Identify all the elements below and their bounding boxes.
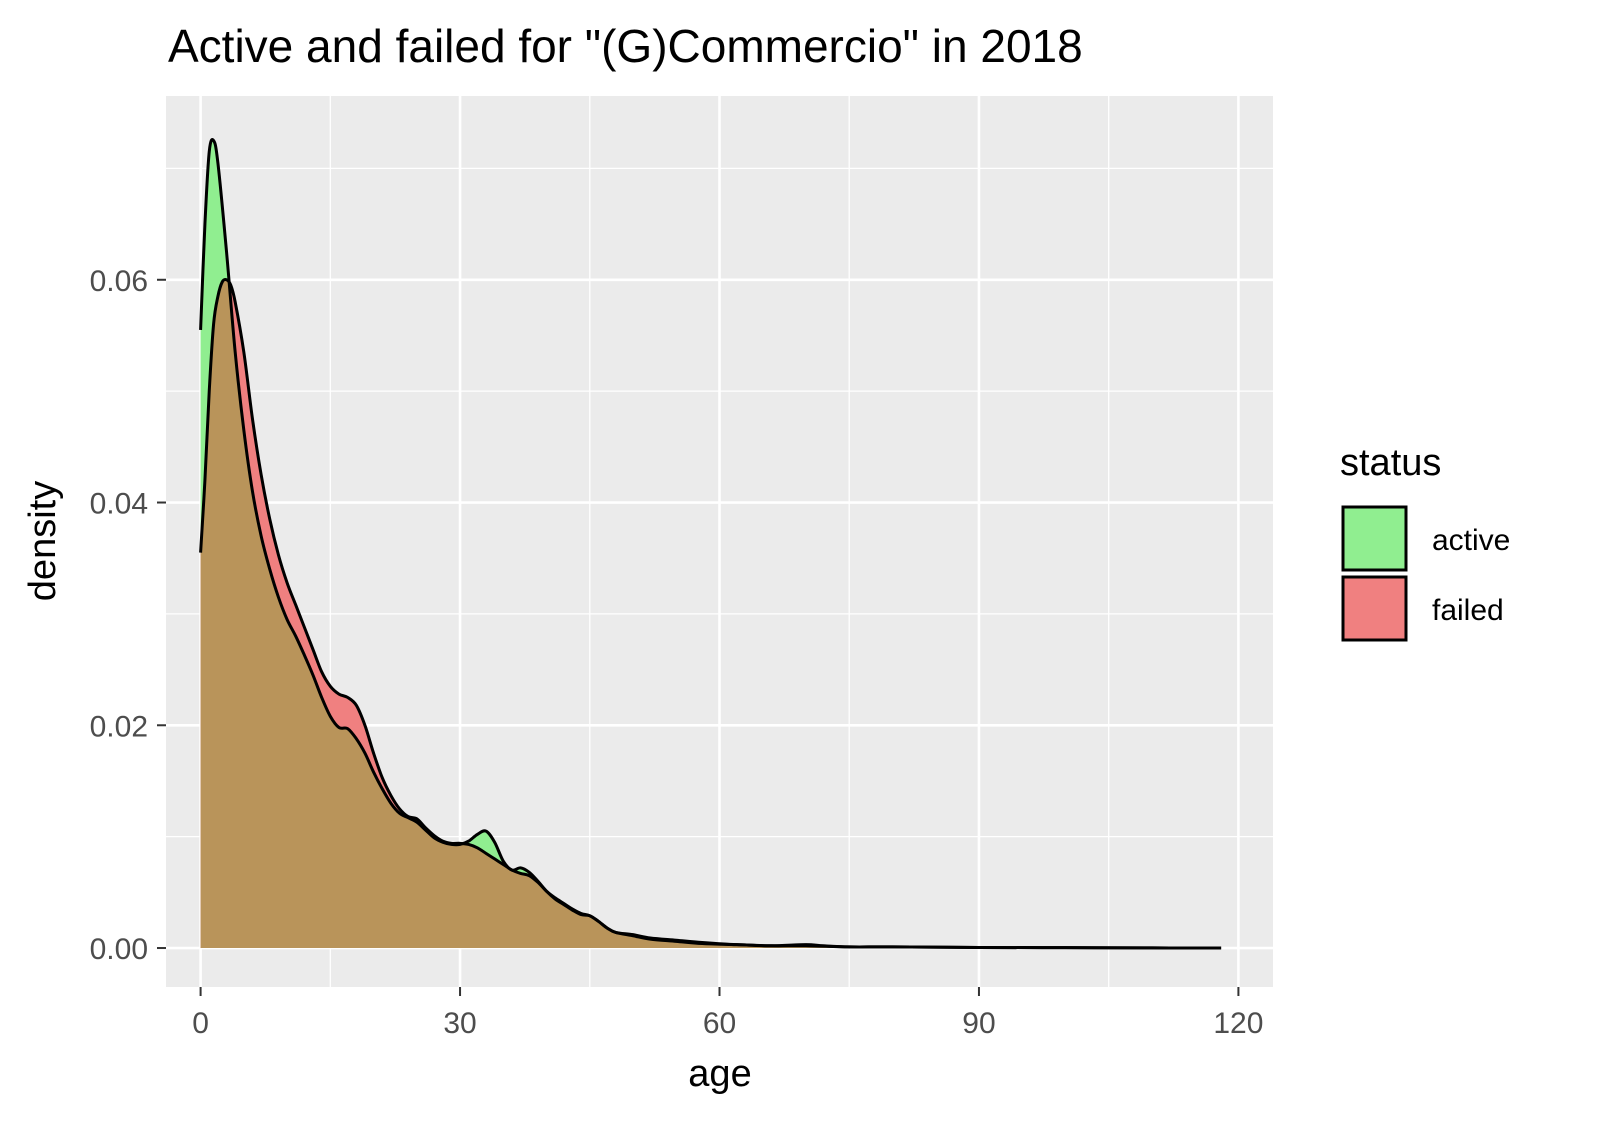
plot-panel <box>166 96 1273 987</box>
legend-key-active <box>1341 505 1408 572</box>
line-failed <box>199 277 1222 950</box>
x-axis-title: age <box>688 1053 751 1095</box>
legend: status active failed <box>1340 442 1510 642</box>
legend-label-failed: failed <box>1432 594 1504 627</box>
legend-title: status <box>1340 442 1441 484</box>
x-tick-label: 60 <box>703 1007 736 1040</box>
x-tick-label: 30 <box>443 1007 476 1040</box>
density-lines <box>199 138 1222 950</box>
legend-label-active: active <box>1432 524 1510 557</box>
x-axis: 0 30 60 90 120 <box>192 987 1263 1040</box>
y-axis: 0.00 0.02 0.04 0.06 <box>90 265 166 966</box>
y-axis-title: density <box>22 481 64 601</box>
chart-title: Active and failed for "(G)Commercio" in … <box>168 20 1083 72</box>
area-overlap <box>200 279 1222 949</box>
y-tick-label: 0.00 <box>90 933 148 966</box>
y-tick-label: 0.06 <box>90 265 148 298</box>
legend-key-failed <box>1341 575 1408 642</box>
y-tick-label: 0.04 <box>90 488 148 521</box>
x-tick-label: 90 <box>962 1007 995 1040</box>
y-tick-label: 0.02 <box>90 710 148 743</box>
x-tick-label: 120 <box>1213 1007 1263 1040</box>
density-areas <box>200 139 1222 949</box>
x-tick-label: 0 <box>192 1007 209 1040</box>
